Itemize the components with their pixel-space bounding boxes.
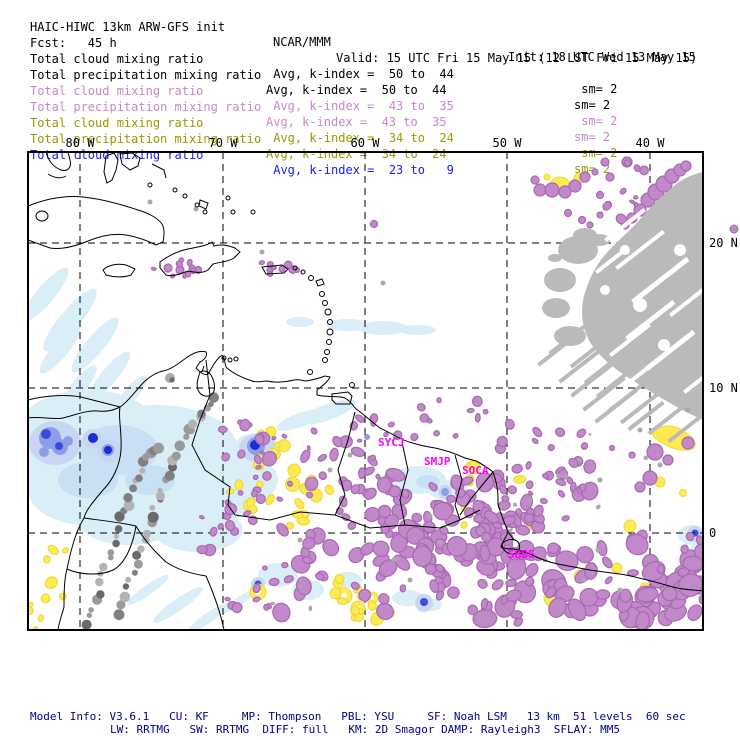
longitude-labels: 80 W 70 W 60 W 50 W 40 W xyxy=(66,136,666,150)
legend-sm: sm= 2 xyxy=(574,130,611,144)
lon-label: 80 W xyxy=(66,136,96,150)
lon-label: 50 W xyxy=(493,136,523,150)
legend-kindex: Avg, k-index = 34 to 24 xyxy=(266,147,447,161)
station-labels: SYCJ SMJP SOCA SBBE xyxy=(378,436,535,561)
lon-label: 40 W xyxy=(636,136,666,150)
legend-label: Total precipitation mixing ratio xyxy=(30,68,262,82)
center-name: NCAR/MMM xyxy=(273,35,331,49)
edge-artifact-dot xyxy=(729,224,739,234)
legend-row: Total cloud mixing ratio Avg, k-index = … xyxy=(0,101,740,160)
legend-sm: sm= 2 xyxy=(574,98,611,112)
lat-label: 0 xyxy=(709,526,716,540)
lat-label: 20 N xyxy=(709,236,738,250)
legend-label: Total cloud mixing ratio xyxy=(30,52,204,66)
legend-row: Total precipitation mixing ratio Avg, k-… xyxy=(0,53,740,112)
legend-label: Total cloud mixing ratio xyxy=(30,84,204,98)
model-title: HAIC-HIWC 13km ARW-GFS init xyxy=(30,20,226,34)
fcst-hour: Fcst: 45 h xyxy=(30,36,117,50)
legend-kindex: Avg, k-index = 50 to 44 xyxy=(266,67,454,81)
header-line-1: HAIC-HIWC 13km ARW-GFS init NCAR/MMM Ini… xyxy=(0,5,740,64)
legend-label: Total precipitation mixing ratio xyxy=(30,132,262,146)
init-time: Init: 18 UTC Wed 13 May 15 xyxy=(508,50,696,64)
dust-gray-region xyxy=(537,172,703,444)
legend-row: Total cloud mixing ratio Avg, k-index = … xyxy=(0,69,740,128)
legend-kindex: Avg, k-index = 43 to 35 xyxy=(266,115,447,129)
legend-kindex: Avg, k-index = 50 to 44 xyxy=(266,83,447,97)
valid-time: Valid: 15 UTC Fri 15 May 15 (12 LST Fri … xyxy=(336,51,698,65)
model-info-line-2: LW: RRTMG SW: RRTMG DIFF: full KM: 2D Sm… xyxy=(110,723,620,736)
legend-kindex: Avg, k-index = 23 to 9 xyxy=(266,163,454,177)
legend-label: Total precipitation mixing ratio xyxy=(30,100,262,114)
header-line-2: Fcst: 45 h Valid: 15 UTC Fri 15 May 15 (… xyxy=(0,21,740,65)
legend-row: Total precipitation mixing ratio Avg, k-… xyxy=(0,85,740,144)
station-label: SMJP xyxy=(424,455,451,468)
precip-purple-speckles xyxy=(150,159,703,630)
legend-row: Total precipitation mixing ratio Avg, k-… xyxy=(0,117,740,176)
legend-label: Total cloud mixing ratio xyxy=(30,116,204,130)
legend-sm: sm= 2 xyxy=(574,162,611,176)
model-info-line-1: Model Info: V3.6.1 CU: KF MP: Thompson P… xyxy=(30,710,686,723)
station-label: SYCJ xyxy=(378,436,405,449)
legend-row: Total cloud mixing ratio Avg, k-index = … xyxy=(0,37,740,96)
map-border xyxy=(27,151,704,631)
station-label: SBBE xyxy=(508,548,535,561)
legend-sm: sm= 2 xyxy=(574,82,618,96)
legend-kindex: Avg, k-index = 34 to 24 xyxy=(266,131,454,145)
latitude-labels: 20 N 10 N 0 xyxy=(709,236,738,540)
lon-label: 60 W xyxy=(351,136,381,150)
lat-label: 10 N xyxy=(709,381,738,395)
legend-sm: sm= 2 xyxy=(574,114,618,128)
legend-kindex: Avg, k-index = 43 to 35 xyxy=(266,99,454,113)
station-label: SOCA xyxy=(462,464,489,477)
country-borders xyxy=(66,359,494,630)
lon-label: 70 W xyxy=(209,136,239,150)
